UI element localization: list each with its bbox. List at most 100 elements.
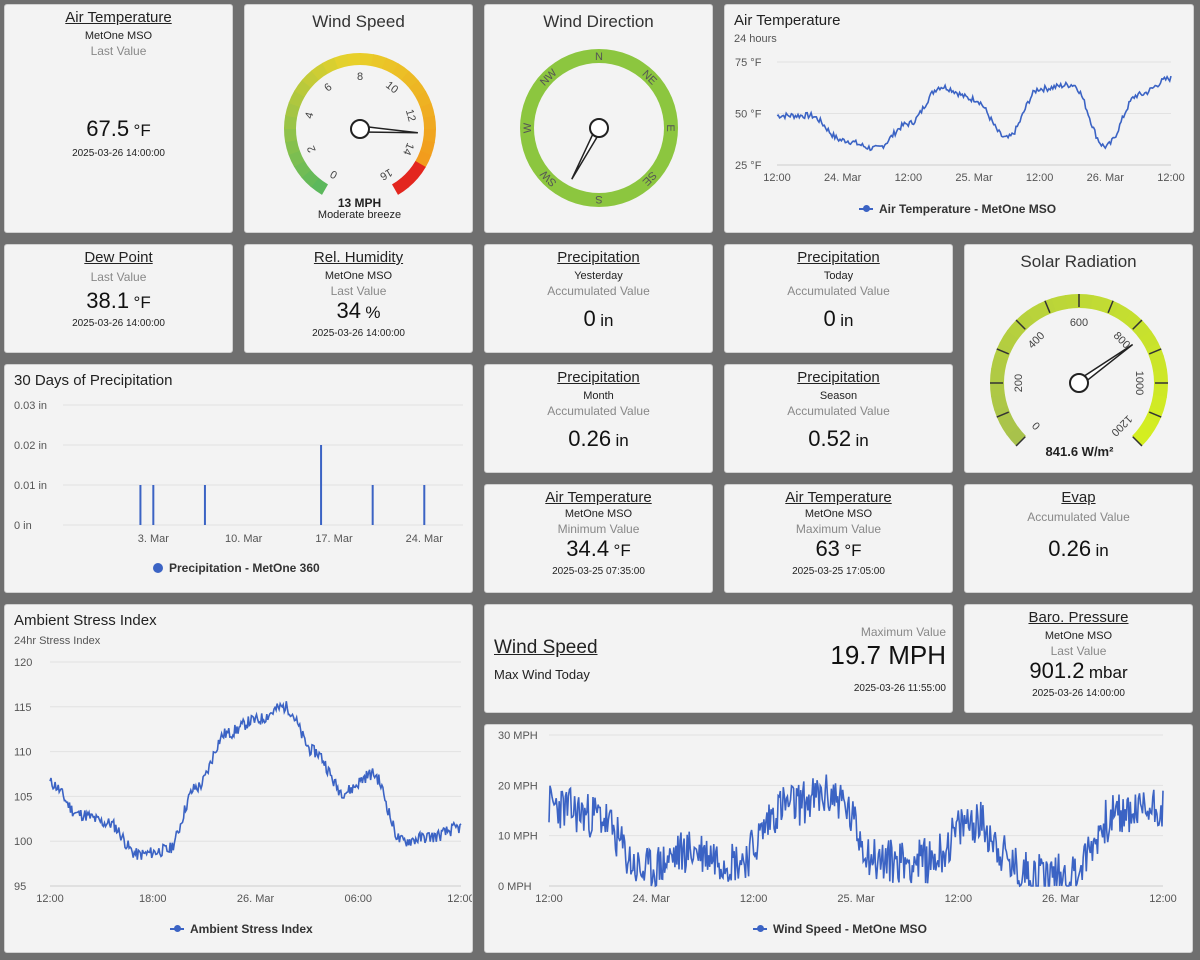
chart-subtitle: 24 hours bbox=[734, 33, 777, 45]
gauge-band-segment bbox=[1026, 303, 1046, 323]
legend-label: Air Temperature - MetOne MSO bbox=[879, 202, 1057, 216]
tile-title[interactable]: Precipitation bbox=[797, 369, 880, 386]
x-tick-label: 25. Mar bbox=[837, 893, 875, 905]
compass-pivot bbox=[589, 118, 609, 138]
tile-title[interactable]: Rel. Humidity bbox=[313, 249, 404, 266]
gauge-tick-mark bbox=[1015, 436, 1026, 447]
precip-bar bbox=[203, 485, 206, 525]
tile-title[interactable]: Precipitation bbox=[797, 249, 880, 266]
precip-bar bbox=[139, 485, 142, 525]
legend-marker bbox=[153, 563, 163, 573]
gauge-band-segment bbox=[294, 79, 312, 98]
gauge-tick-mark bbox=[996, 411, 1010, 418]
tile-title[interactable]: Air Temperature bbox=[65, 9, 172, 26]
tile-title[interactable]: Precipitation bbox=[557, 369, 640, 386]
gauge-band-segment bbox=[990, 393, 1008, 411]
chart-legend[interactable]: Air Temperature - MetOne MSO bbox=[859, 202, 1056, 216]
gauge-tick-label: 1200 bbox=[1109, 413, 1135, 439]
wind-direction-tile: Wind Direction N NE E SE S SW W NW bbox=[484, 4, 713, 233]
tile-title: Wind Direction bbox=[543, 12, 654, 31]
compass-label: W bbox=[522, 122, 534, 133]
gauge-band-segment bbox=[311, 62, 329, 81]
legend-label: Precipitation - MetOne 360 bbox=[169, 561, 320, 575]
gauge-band-segment bbox=[415, 91, 432, 108]
value-type-label: Last Value bbox=[1050, 644, 1107, 658]
x-tick-label: 10. Mar bbox=[225, 533, 263, 545]
unit: mbar bbox=[1088, 663, 1128, 682]
value-type-label: Accumulated Value bbox=[787, 284, 890, 298]
air-temp-min-tile: Air Temperature MetOne MSO Minimum Value… bbox=[484, 484, 713, 593]
period-label: Season bbox=[819, 390, 858, 402]
chart-legend[interactable]: Ambient Stress Index bbox=[170, 922, 313, 936]
gauge-band-segment bbox=[359, 53, 374, 67]
value-display: 63 °F bbox=[725, 536, 952, 562]
value-display: 0 in bbox=[485, 306, 712, 332]
tile-title: Wind Speed bbox=[312, 12, 405, 31]
tile-title[interactable]: Air Temperature bbox=[545, 489, 652, 506]
value-display: 34 % bbox=[245, 298, 472, 324]
gauge-band-segment bbox=[1131, 320, 1152, 340]
gauge-band-segment bbox=[1090, 295, 1108, 312]
gauge-band-segment bbox=[1122, 310, 1143, 331]
value-type-label: Maximum Value bbox=[860, 625, 946, 639]
gauge-band-segment bbox=[401, 70, 419, 89]
y-tick-label: 95 bbox=[14, 881, 26, 893]
series-line bbox=[49, 701, 462, 860]
unit: °F bbox=[613, 541, 631, 560]
gauge-tick-label: 400 bbox=[1026, 330, 1047, 351]
y-tick-label: 115 bbox=[14, 702, 32, 714]
stress-index-chart[interactable]: 120 115 110 105 100 95 12:00 18:00 26. Mar 06:00 1… bbox=[5, 605, 473, 953]
value-type-label: Last Value bbox=[330, 284, 387, 298]
timestamp: 2025-03-25 07:35:00 bbox=[552, 566, 645, 577]
legend-marker bbox=[859, 205, 873, 212]
x-tick-label: 26. Mar bbox=[237, 893, 275, 905]
value: 0.26 bbox=[1048, 536, 1092, 561]
tile-title[interactable]: Dew Point bbox=[84, 249, 153, 266]
value-display: 0.52 in bbox=[725, 426, 952, 452]
rel-humidity-tile: Rel. Humidity MetOne MSO Last Value 34 %… bbox=[244, 244, 473, 353]
gauge-band-segment bbox=[370, 54, 387, 70]
value-type-label: Accumulated Value bbox=[547, 404, 650, 418]
baro-pressure-tile: Baro. Pressure MetOne MSO Last Value 901… bbox=[964, 604, 1193, 713]
stress-index-chart-tile: Ambient Stress Index 24hr Stress Index 1… bbox=[4, 604, 473, 953]
timestamp: 2025-03-25 17:05:00 bbox=[792, 566, 885, 577]
gauge-band-segment bbox=[422, 128, 436, 143]
precip-bar bbox=[423, 485, 426, 525]
y-tick-label: 100 bbox=[14, 836, 32, 848]
gauge-tick-label: 0 bbox=[328, 167, 339, 180]
precip-bar bbox=[371, 485, 374, 525]
value-display: 0 in bbox=[725, 306, 952, 332]
tile-title[interactable]: Precipitation bbox=[557, 249, 640, 266]
value: 63 bbox=[815, 536, 840, 561]
gauge-band-segment bbox=[408, 80, 427, 98]
gauge-band-segment bbox=[301, 70, 320, 88]
x-tick-label: 12:00 bbox=[895, 172, 923, 184]
unit: in bbox=[1095, 541, 1109, 560]
tile-title[interactable]: Wind Speed bbox=[494, 637, 598, 658]
legend-marker bbox=[753, 925, 767, 932]
precip-30days-chart[interactable]: 0.03 in 0.02 in 0.01 in 0 in 3. Mar 10. Mar 17… bbox=[5, 365, 473, 593]
tile-title[interactable]: Air Temperature bbox=[785, 489, 892, 506]
value: 901.2 bbox=[1029, 658, 1085, 683]
tile-title[interactable]: Evap bbox=[1061, 489, 1096, 506]
timestamp: 2025-03-26 14:00:00 bbox=[312, 328, 405, 339]
unit: in bbox=[600, 311, 614, 330]
chart-legend[interactable]: Precipitation - MetOne 360 bbox=[153, 561, 320, 575]
gauge-tick-mark bbox=[1132, 436, 1143, 447]
gauge-band-segment bbox=[1112, 303, 1132, 323]
gauge-band-segment bbox=[1153, 369, 1168, 384]
chart-legend[interactable]: Wind Speed - MetOne MSO bbox=[753, 922, 927, 936]
gauge-band-segment bbox=[310, 177, 329, 195]
gauge-tick-mark bbox=[996, 348, 1010, 355]
timestamp: 2025-03-26 14:00:00 bbox=[72, 148, 165, 159]
unit: % bbox=[365, 303, 381, 322]
station-label: MetOne MSO bbox=[324, 270, 393, 282]
gauge-band-segment bbox=[391, 63, 410, 81]
tile-title[interactable]: Baro. Pressure bbox=[1028, 609, 1129, 626]
value-type-label: Maximum Value bbox=[795, 522, 882, 536]
air-temp-24h-chart[interactable]: 75 °F50 °F25 °F12:00 24. Mar 12:00 25. Mar 1… bbox=[725, 5, 1194, 233]
series-line bbox=[548, 774, 1164, 888]
value-type-label: Minimum Value bbox=[557, 522, 640, 536]
